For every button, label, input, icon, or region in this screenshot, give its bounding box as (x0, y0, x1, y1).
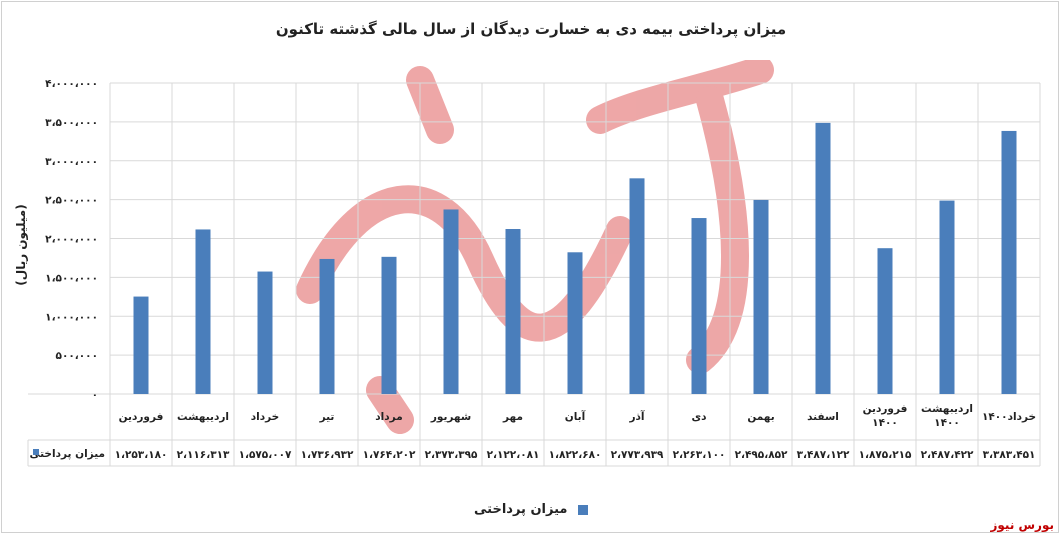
y-tick-label: ۲،۰۰۰،۰۰۰ (45, 234, 98, 246)
legend-label: میزان پرداختی (474, 502, 568, 517)
data-value-label: ۱،۵۷۵،۰۰۷ (239, 449, 292, 461)
data-value-label: ۲،۴۹۵،۸۵۲ (735, 449, 788, 461)
data-value-label: ۱،۸۷۵،۲۱۵ (859, 449, 912, 461)
y-tick-label: ۳،۰۰۰،۰۰۰ (45, 156, 98, 168)
bar (753, 199, 769, 394)
data-value-label: ۳،۳۸۳،۴۵۱ (983, 449, 1036, 461)
chart-title: میزان پرداختی بیمه دی به خسارت دیدگان از… (275, 20, 787, 38)
x-category-label: فروردین (863, 403, 908, 415)
x-category-label: مرداد (375, 411, 402, 423)
y-tick-label: ۵۰۰،۰۰۰ (56, 350, 98, 362)
bar (691, 218, 707, 394)
bar (257, 271, 273, 394)
data-value-label: ۲،۷۷۳،۹۳۹ (611, 449, 664, 461)
legend-swatch (577, 504, 588, 515)
bar (133, 296, 149, 394)
data-value-label: ۱،۸۲۲،۶۸۰ (549, 449, 602, 461)
y-tick-label: ۱،۵۰۰،۰۰۰ (45, 272, 98, 284)
bar (815, 122, 831, 394)
data-value-label: ۲،۴۸۷،۴۲۲ (921, 449, 974, 461)
bar (505, 229, 521, 394)
x-category-label: آبان (565, 410, 586, 423)
data-value-label: ۲،۳۷۳،۳۹۵ (425, 449, 478, 461)
data-value-label: ۳،۴۸۷،۱۲۲ (797, 449, 850, 461)
x-category-label: تیر (319, 411, 335, 423)
x-category-label: مهر (502, 411, 523, 423)
x-category-label: اسفند (807, 411, 839, 423)
data-value-label: ۲،۱۲۲،۰۸۱ (487, 449, 540, 461)
data-value-label: ۲،۱۱۶،۳۱۳ (177, 449, 230, 461)
x-category-label: شهریور (430, 411, 471, 423)
x-category-label: ۱۴۰۰ (872, 417, 898, 429)
y-tick-label: ۱،۰۰۰،۰۰۰ (45, 311, 98, 323)
table-series-label: میزان پرداختی (30, 448, 105, 460)
bar (443, 209, 459, 394)
bar (319, 258, 335, 394)
x-category-label: بهمن (747, 411, 774, 423)
data-value-label: ۱،۲۵۳،۱۸۰ (115, 449, 168, 461)
x-category-label: اردیبهشت (177, 411, 229, 423)
y-tick-label: ۰ (92, 389, 98, 401)
watermark-logo (296, 60, 774, 434)
bar (877, 248, 893, 394)
data-value-label: ۲،۲۶۳،۱۰۰ (673, 449, 726, 461)
x-category-label: آذر (628, 410, 644, 423)
bar (195, 229, 211, 394)
y-tick-label: ۴،۰۰۰،۰۰۰ (45, 78, 98, 90)
x-category-label: دی (691, 411, 707, 423)
x-category-label: فروردین (119, 411, 164, 423)
bar (567, 252, 583, 394)
x-category-label: ۱۴۰۰ (934, 417, 960, 429)
y-tick-label: ۳،۵۰۰،۰۰۰ (45, 117, 98, 129)
source-label: بورس نیوز (990, 518, 1054, 532)
x-category-label: خرداد۱۴۰۰ (982, 411, 1036, 423)
y-tick-label: ۲،۵۰۰،۰۰۰ (45, 195, 98, 207)
data-value-label: ۱،۷۶۴،۲۰۲ (363, 449, 416, 461)
x-category-label: خرداد (251, 411, 279, 423)
bar (1001, 130, 1017, 394)
x-category-label: اردیبهشت (921, 403, 973, 415)
table-series-swatch (33, 449, 39, 455)
bar (381, 256, 397, 394)
legend: میزان پرداختی (0, 502, 1062, 517)
bar (629, 178, 645, 394)
bar (939, 200, 955, 394)
data-value-label: ۱،۷۳۶،۹۳۲ (301, 449, 354, 461)
